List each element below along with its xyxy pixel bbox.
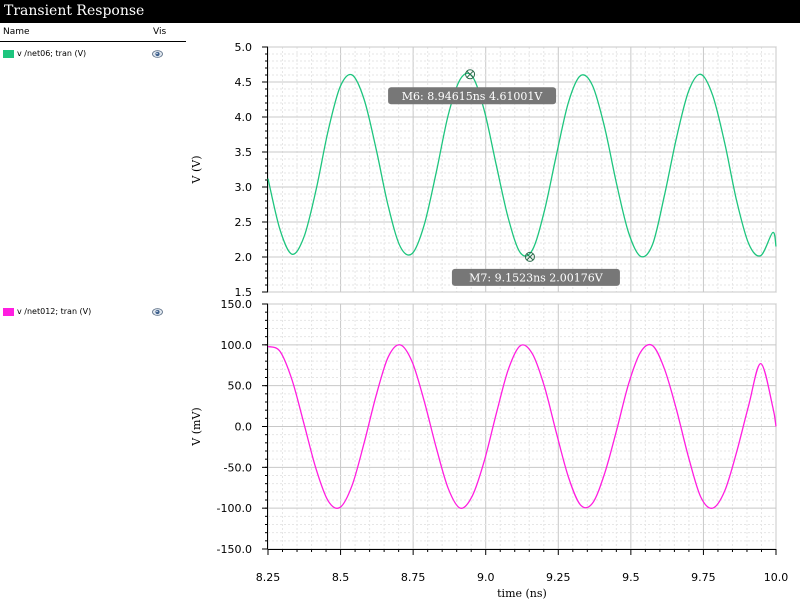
y-tick-label: 100.0 [221,339,253,352]
y-tick-label: 5.0 [235,41,253,54]
legend-item-net012[interactable]: v /net012; tran (V) [0,305,186,319]
series-line[interactable] [267,343,777,509]
legend-item-net06[interactable]: v /net06; tran (V) [0,47,186,61]
y-tick-label: -100.0 [217,502,252,515]
x-tick-label: 8.25 [256,571,281,584]
y-tick-label: 1.5 [235,286,253,299]
y-tick-label: 3.0 [235,181,253,194]
marker-cross [526,253,534,261]
y-tick-label: -150.0 [217,543,252,556]
x-tick-label: 8.75 [401,571,426,584]
column-header-vis[interactable]: Vis [153,27,167,37]
eye-icon[interactable] [152,49,163,59]
marker-point[interactable] [524,251,535,262]
legend-panel: Name Vis v /net06; tran (V) v /net012; t… [0,23,190,600]
top-subplot: 5.0 4.5 4.0 3.5 3.0 2.5 2.0 1.5 V (V) M6: 8.94615… [190,41,777,299]
y-tick-label: 4.5 [235,76,253,89]
x-tick-label: 9.0 [477,571,495,584]
bottom-subplot: 150.0 100.0 50.0 0.0 -50.0 -100.0 -150.0 V (mV) [190,298,777,556]
x-tick-label: 8.5 [332,571,350,584]
y-axis-label: V (V) [190,156,203,185]
trace-color-swatch [3,50,14,58]
trace-color-swatch [3,308,14,316]
eye-icon[interactable] [152,307,163,317]
marker-label-box[interactable] [388,87,557,105]
marker-label: M7: 9.1523ns 2.00176V [469,271,604,284]
legend-item-label: v /net06; tran (V) [17,49,87,58]
x-tick-label: 9.75 [691,571,716,584]
x-tick-label: 10.0 [764,571,789,584]
y-tick-label: 3.5 [235,146,253,159]
legend-item-label: v /net012; tran (V) [17,307,92,316]
y-axis-label: V (mV) [190,407,203,446]
marker-point[interactable] [465,69,476,80]
x-tick-label: 9.25 [546,571,571,584]
marker-label-box[interactable] [451,268,620,286]
marker-label: M6: 8.94615ns 4.61001V [402,90,544,103]
y-tick-label: 2.0 [235,251,253,264]
series-line[interactable] [267,72,777,258]
marker-cross [466,70,474,78]
legend-header: Name Vis [0,25,186,42]
y-tick-label: 150.0 [221,298,253,311]
y-tick-label: -50.0 [224,461,252,474]
window-title: Transient Response [0,0,800,23]
y-tick-label: 2.5 [235,216,253,229]
column-header-name[interactable]: Name [3,27,30,37]
y-tick-label: 50.0 [228,380,253,393]
x-tick-label: 9.5 [622,571,640,584]
x-axis: 8.25 8.5 8.75 9.0 9.25 9.5 9.75 10.0 time (ns) [256,549,789,600]
x-axis-label: time (ns) [497,587,547,600]
y-tick-label: 4.0 [235,111,253,124]
y-tick-label: 0.0 [235,421,253,434]
